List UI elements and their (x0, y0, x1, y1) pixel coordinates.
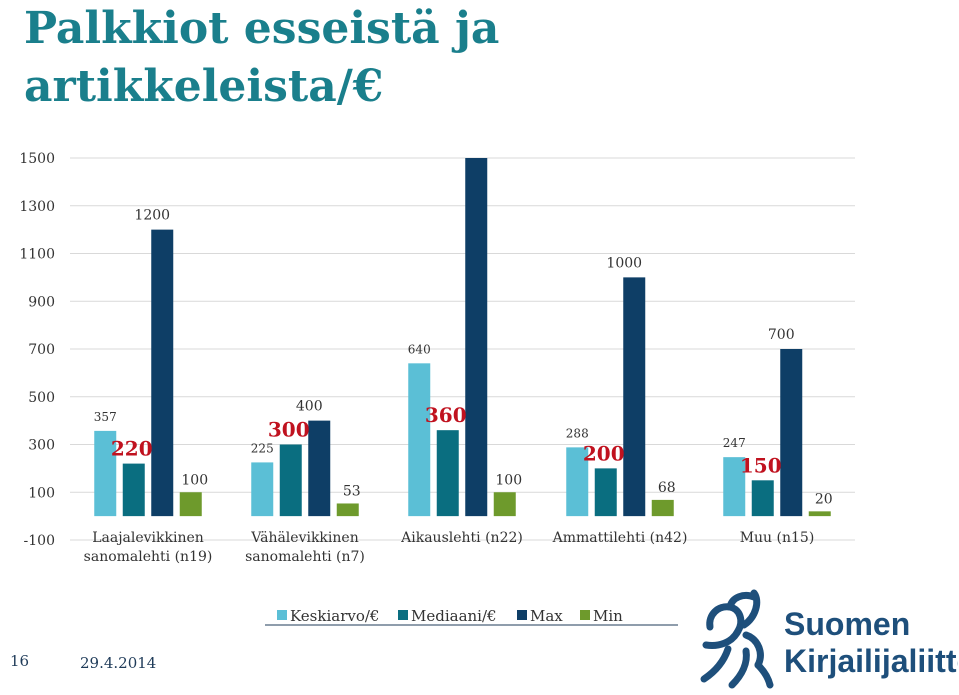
slide-title: Palkkiot esseistä ja artikkeleista/€ (24, 3, 500, 112)
y-tick-label: 500 (28, 390, 55, 406)
legend-swatch (277, 610, 287, 620)
y-tick-label: -100 (24, 533, 55, 549)
data-label: 247 (723, 436, 746, 450)
legend-label: Min (593, 607, 623, 625)
y-tick-label: 1500 (19, 151, 55, 167)
category-label: Vähälevikkinen (250, 530, 358, 546)
bar-max (151, 229, 174, 517)
data-label: 200 (583, 441, 625, 465)
bar-max (623, 277, 646, 517)
data-label: 360 (425, 403, 467, 427)
bar-median (594, 468, 617, 517)
category-label: sanomalehti (n7) (245, 549, 365, 565)
bar-mean (566, 447, 589, 517)
category-labels: Laajalevikkinen sanomalehti (n19) Vähälevi… (84, 530, 815, 565)
data-label: 220 (111, 437, 153, 461)
y-tick-label: 700 (28, 342, 55, 358)
data-label: 400 (296, 399, 323, 415)
bar-max (780, 349, 803, 517)
bar-mean (723, 457, 746, 517)
pegasus-icon (700, 589, 774, 689)
y-tick-label: 1100 (19, 247, 55, 263)
data-label: 100 (495, 472, 522, 488)
bar-min (336, 503, 359, 517)
suomen-kirjailijaliitto-logo: Suomen Kirjailijaliitto (688, 587, 959, 691)
category-label: sanomalehti (n19) (84, 549, 213, 565)
bars (94, 158, 831, 517)
legend: Keskiarvo/€ Mediaani/€ Max Min (265, 607, 678, 626)
bar-mean (408, 363, 431, 517)
bar-mean (94, 430, 117, 517)
data-label: 53 (343, 483, 361, 499)
legend-swatch (580, 610, 590, 620)
bar-min (808, 511, 831, 517)
category-label: Aikauslehti (n22) (400, 530, 523, 546)
bar-median (122, 463, 145, 517)
y-tick-label: 300 (28, 438, 55, 454)
page-number: 16 (10, 652, 30, 670)
logo-line-1: Suomen (784, 606, 910, 642)
bar-median (751, 480, 774, 517)
data-label: 225 (251, 441, 274, 455)
legend-label: Keskiarvo/€ (290, 607, 379, 625)
bar-min (179, 492, 202, 517)
data-label: 1200 (134, 208, 170, 224)
bar-median (279, 444, 302, 517)
bar-min (651, 499, 674, 517)
slide-date: 29.4.2014 (80, 654, 157, 672)
y-tick-label: 100 (28, 485, 55, 501)
data-label: 68 (658, 480, 676, 496)
data-label: 150 (740, 453, 782, 477)
category-label: Laajalevikkinen (92, 530, 204, 546)
bar-max (465, 158, 488, 517)
y-axis-ticks: 1500 1300 1100 900 700 500 300 100 -100 (19, 151, 55, 549)
y-tick-label: 900 (28, 294, 55, 310)
legend-label: Max (530, 607, 563, 625)
category-label: Ammattilehti (n42) (552, 530, 688, 546)
data-label: 300 (268, 418, 310, 442)
data-label: 288 (566, 426, 589, 440)
bar-mean (251, 462, 274, 517)
bar-min (493, 492, 516, 517)
data-label: 20 (815, 491, 833, 507)
bar-median (436, 430, 459, 517)
legend-label: Mediaani/€ (411, 607, 497, 625)
legend-swatch (398, 610, 408, 620)
legend-swatch (517, 610, 527, 620)
data-label: 357 (94, 410, 117, 424)
data-label: 700 (768, 327, 795, 343)
y-tick-label: 1300 (19, 199, 55, 215)
bar-max (308, 420, 331, 517)
data-label: 1000 (606, 255, 642, 271)
category-label: Muu (n15) (740, 530, 815, 546)
logo-line-2: Kirjailijaliitto (784, 643, 958, 679)
data-label: 640 (408, 342, 431, 356)
data-label: 100 (181, 472, 208, 488)
